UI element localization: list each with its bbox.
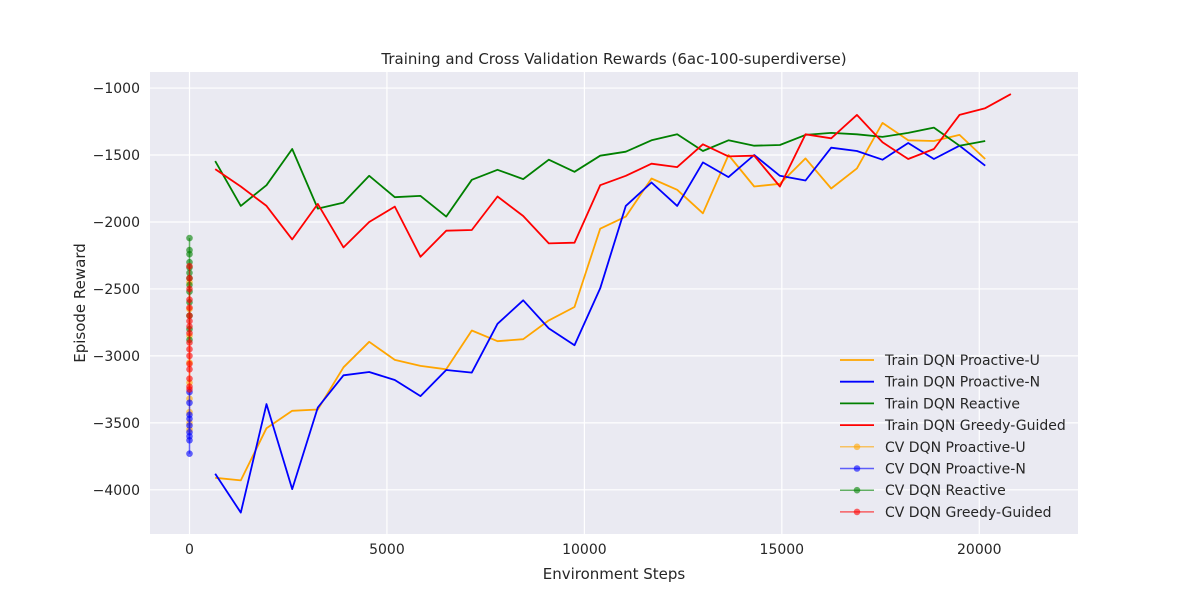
legend-entry: CV DQN Reactive	[840, 483, 1006, 499]
legend-entry: CV DQN Proactive-U	[840, 440, 1026, 456]
legend-entry: Train DQN Proactive-U	[840, 353, 1040, 369]
data-point	[186, 329, 193, 337]
data-point	[186, 304, 193, 311]
y-tick-label: −3500	[93, 416, 140, 432]
data-point	[186, 323, 193, 330]
x-tick-label: 15000	[760, 542, 805, 558]
data-point	[186, 262, 193, 270]
data-point	[186, 352, 193, 360]
y-axis-label: Episode Reward	[71, 243, 89, 363]
series-line	[214, 93, 1012, 258]
legend-label: Train DQN Proactive-N	[884, 375, 1040, 391]
data-point	[186, 345, 193, 353]
legend-label: Train DQN Greedy-Guided	[884, 418, 1066, 434]
y-tick-label: −1500	[93, 148, 140, 164]
data-point	[186, 450, 193, 457]
series-layer	[186, 93, 1012, 514]
y-tick-label: −3000	[93, 349, 140, 365]
data-point	[186, 234, 193, 242]
series-train-dqn-proactive-n	[214, 142, 986, 514]
x-axis-ticks: 0 5000 10000 15000 20000	[185, 542, 1002, 558]
legend-label: CV DQN Proactive-N	[885, 462, 1026, 478]
data-point	[186, 422, 193, 429]
legend-swatch-marker	[853, 486, 861, 494]
legend-swatch-marker	[853, 508, 861, 516]
chart-title: Training and Cross Validation Rewards (6…	[380, 50, 846, 68]
legend-entry: Train DQN Reactive	[840, 396, 1020, 412]
data-point	[186, 312, 193, 320]
y-tick-label: −2500	[93, 282, 140, 298]
data-point	[186, 360, 193, 368]
y-tick-label: −2000	[93, 215, 140, 231]
series-line	[214, 142, 986, 514]
data-point	[186, 365, 193, 373]
y-axis-ticks: −4000 −3500 −3000 −2500 −2000 −1500 −1000	[93, 81, 140, 499]
data-point	[186, 386, 193, 393]
legend-swatch-marker	[853, 443, 861, 451]
series-cv-dqn-greedy-guided	[186, 262, 193, 393]
legend-label: CV DQN Proactive-U	[885, 440, 1026, 456]
legend-label: CV DQN Greedy-Guided	[885, 505, 1052, 521]
data-point	[186, 250, 193, 258]
x-tick-label: 20000	[957, 542, 1002, 558]
series-train-dqn-greedy-guided	[214, 93, 1012, 258]
legend-label: CV DQN Reactive	[885, 483, 1006, 499]
series-line	[214, 126, 986, 218]
series-train-dqn-reactive	[214, 126, 986, 218]
x-tick-label: 5000	[369, 542, 405, 558]
data-point	[186, 285, 193, 293]
legend-entry: Train DQN Greedy-Guided	[840, 418, 1066, 434]
data-point	[186, 436, 193, 444]
data-point	[186, 375, 193, 382]
legend-entry: Train DQN Proactive-N	[840, 375, 1040, 391]
data-point	[186, 296, 193, 303]
x-axis-label: Environment Steps	[543, 565, 686, 583]
legend-label: Train DQN Proactive-U	[884, 353, 1040, 369]
grid	[150, 72, 1078, 534]
series-train-dqn-proactive-u	[215, 122, 986, 482]
legend-entry: CV DQN Proactive-N	[840, 462, 1026, 478]
y-tick-label: −1000	[93, 81, 140, 97]
data-point	[186, 274, 193, 282]
data-point	[186, 399, 193, 407]
legend: Train DQN Proactive-U Train DQN Proactive…	[840, 353, 1066, 521]
series-cv-dqn-proactive-n	[186, 388, 193, 457]
x-tick-label: 0	[185, 542, 194, 558]
series-line	[215, 122, 986, 482]
data-point	[186, 317, 193, 325]
data-point	[186, 339, 193, 346]
legend-entry: CV DQN Greedy-Guided	[840, 505, 1052, 521]
data-point	[186, 415, 193, 423]
legend-label: Train DQN Reactive	[884, 396, 1020, 412]
plot-area	[150, 72, 1078, 534]
legend-swatch-marker	[853, 465, 861, 472]
y-tick-label: −4000	[93, 483, 140, 499]
x-tick-label: 10000	[562, 542, 607, 558]
